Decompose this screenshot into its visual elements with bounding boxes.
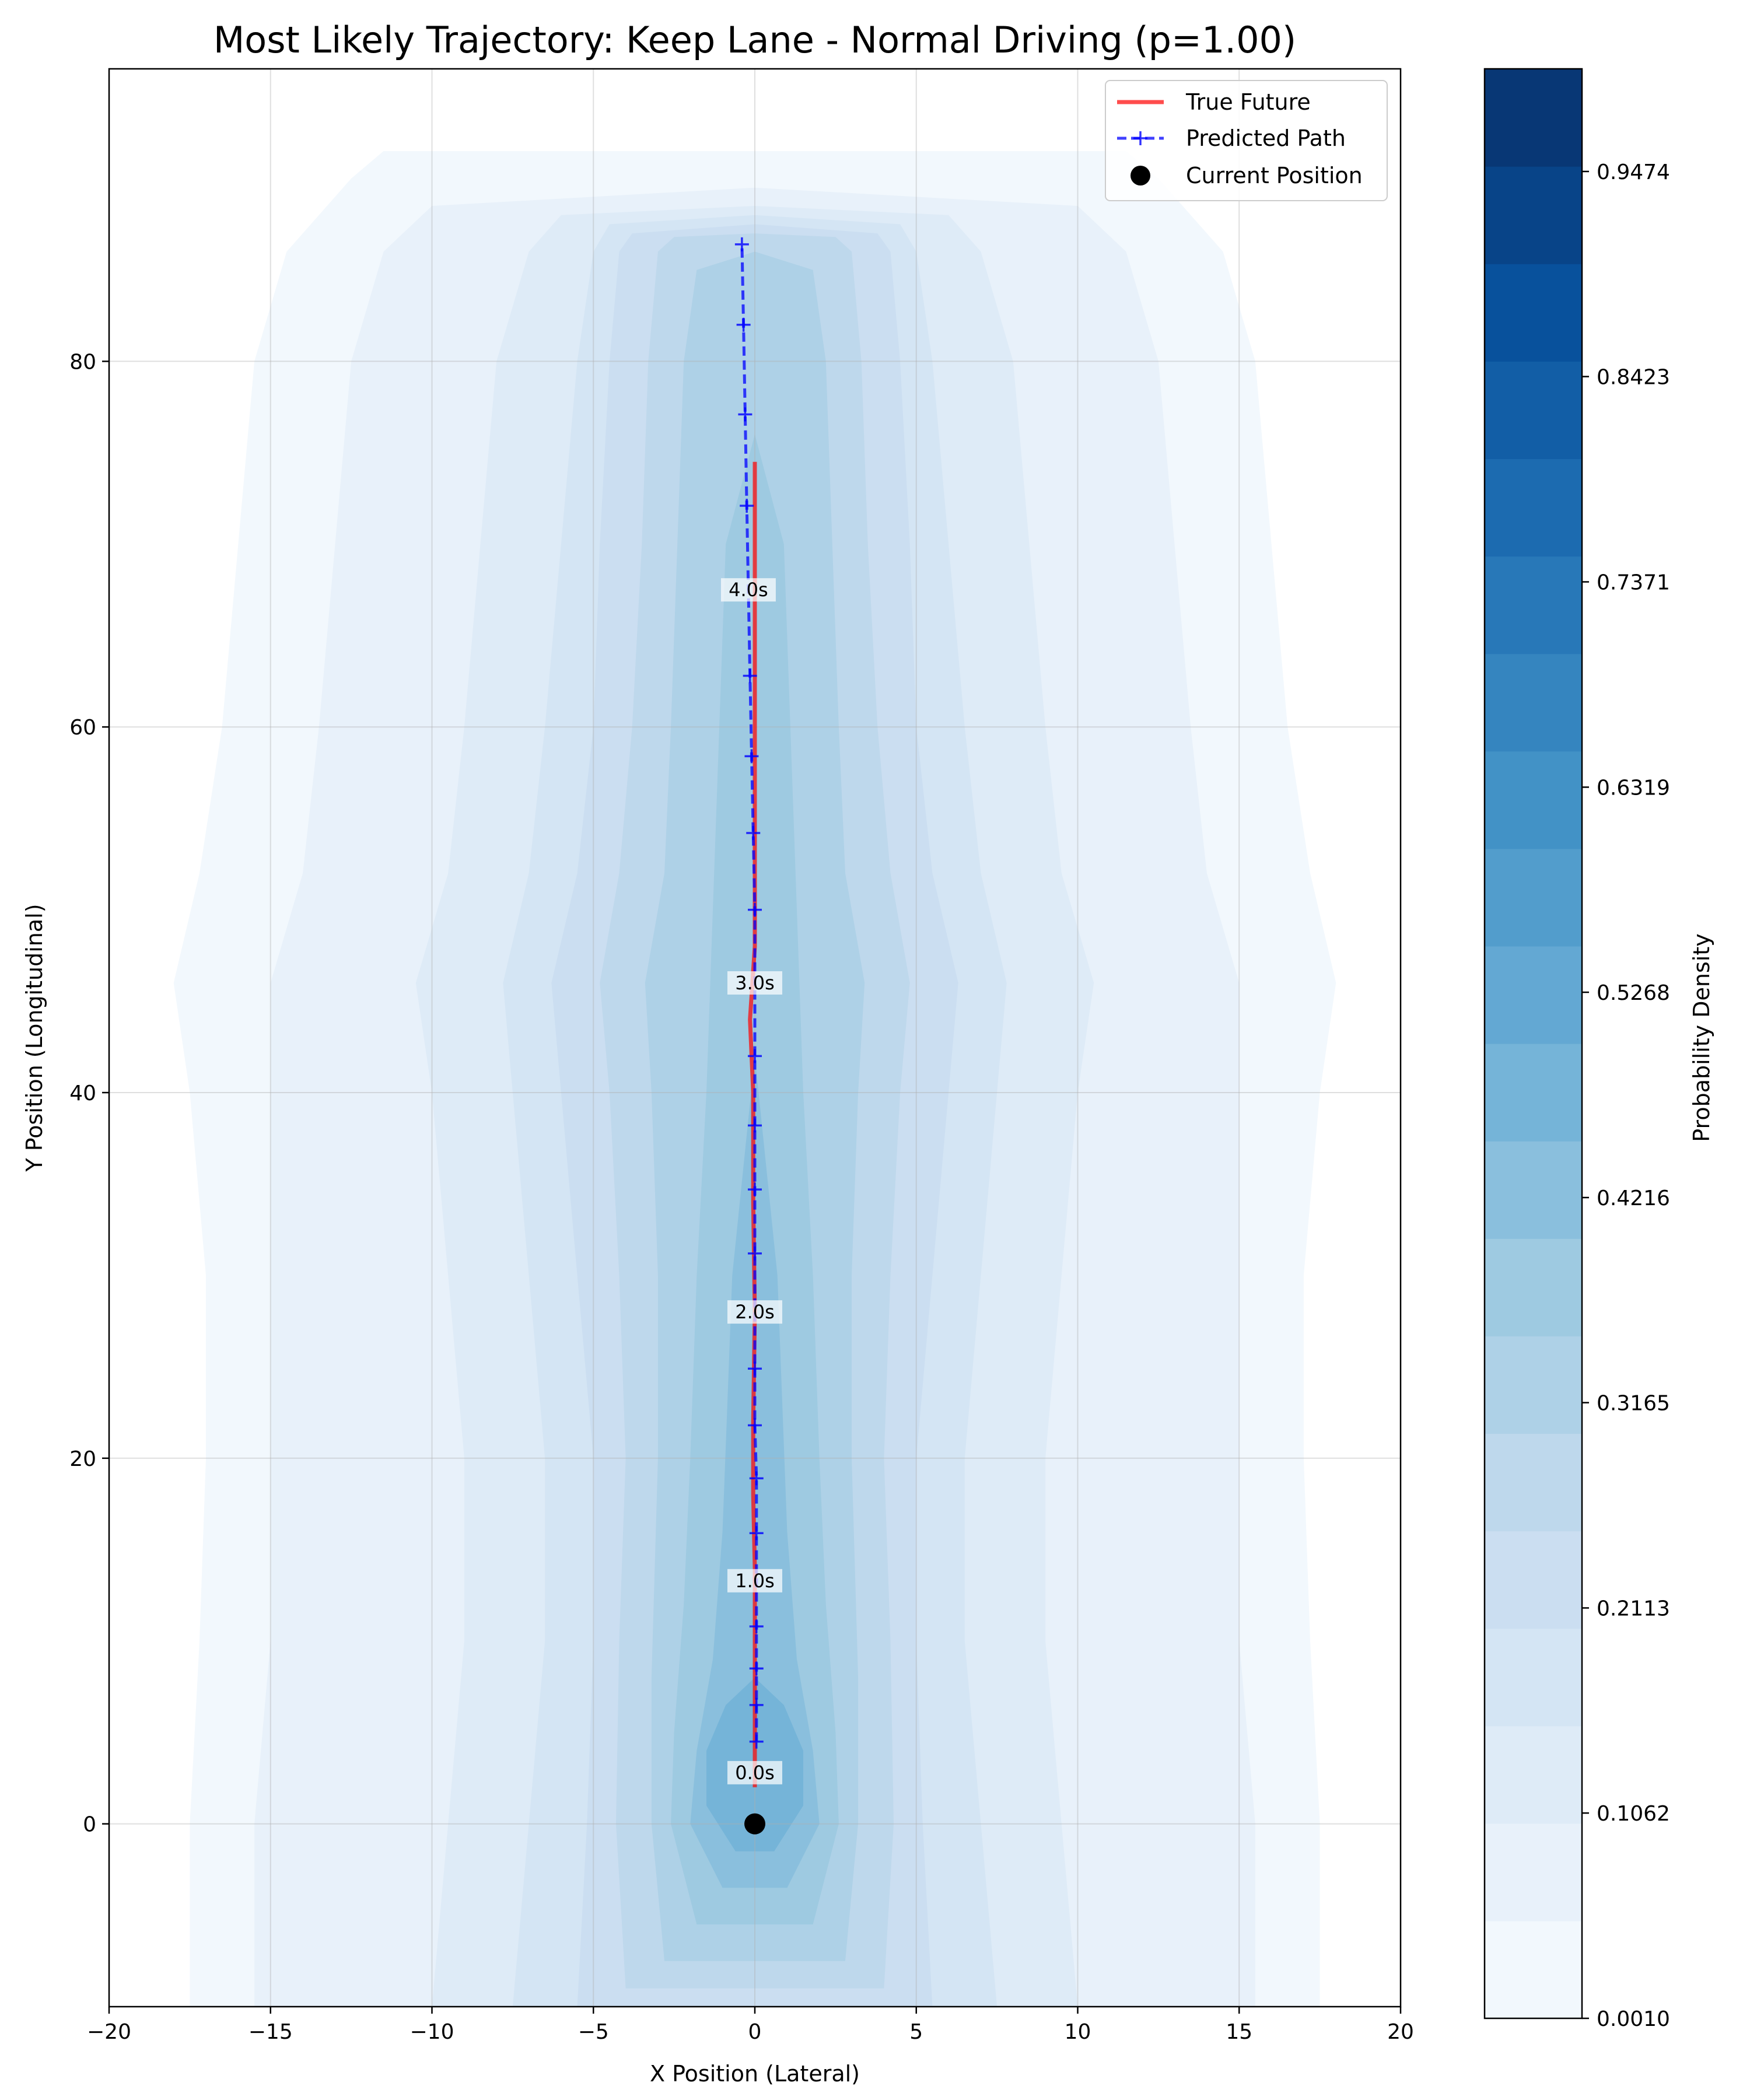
predicted-point-marker xyxy=(749,1698,764,1712)
colorbar-tick-label: 0.7371 xyxy=(1597,570,1670,594)
time-label-background xyxy=(720,578,776,602)
colorbar-label: Probability Density xyxy=(1689,933,1714,1142)
time-label: 0.0s xyxy=(735,1762,775,1784)
x-tick-label: −5 xyxy=(578,2020,609,2044)
colorbar-tick-label: 0.9474 xyxy=(1597,160,1670,184)
predicted-point-marker xyxy=(738,407,752,422)
legend-marker-current-position xyxy=(1130,166,1150,186)
colorbar-band xyxy=(1485,556,1582,654)
colorbar-band xyxy=(1485,1920,1582,2019)
current-position-marker xyxy=(744,1813,765,1835)
time-label-background xyxy=(727,1569,782,1592)
time-label: 3.0s xyxy=(735,972,775,994)
time-label: 1.0s xyxy=(735,1570,775,1592)
series-line-predicted-path xyxy=(740,244,758,1742)
x-tick-label: −10 xyxy=(410,2020,454,2044)
colorbar-band xyxy=(1485,361,1582,459)
predicted-point-marker xyxy=(749,1471,764,1486)
colorbar-band xyxy=(1485,459,1582,557)
time-label-background xyxy=(727,1300,782,1324)
x-tick-label: 10 xyxy=(1065,2020,1091,2044)
colorbar-frame xyxy=(1483,68,1583,2020)
colorbar-band xyxy=(1485,1336,1582,1434)
colorbar-band xyxy=(1485,1531,1582,1629)
predicted-point-marker xyxy=(748,902,762,917)
predicted-point-marker xyxy=(748,1362,762,1376)
predicted-point-marker xyxy=(748,1246,762,1261)
predicted-point-marker xyxy=(749,1619,764,1634)
colorbar-band xyxy=(1485,1823,1582,1922)
predicted-point-marker xyxy=(748,1118,762,1133)
colorbar-band xyxy=(1485,1433,1582,1532)
colorbar-band xyxy=(1485,1238,1582,1336)
predicted-point-marker xyxy=(746,826,761,840)
colorbar-tick-label: 0.1062 xyxy=(1597,1802,1670,1826)
legend-label-predicted-path: Predicted Path xyxy=(1186,125,1346,151)
x-axis-label: X Position (Lateral) xyxy=(650,2061,860,2087)
legend: True Future Predicted Path Current Posit… xyxy=(1105,80,1388,201)
colorbar-band xyxy=(1485,653,1582,752)
colorbar-band xyxy=(1485,1628,1582,1727)
colorbar-band xyxy=(1485,848,1582,947)
x-axis: −20 −15 −10 −5 0 5 10 15 20 xyxy=(87,2007,1414,2044)
colorbar-tick-label: 0.5268 xyxy=(1597,981,1670,1005)
colorbar-tick-label: 0.0010 xyxy=(1597,2007,1670,2031)
colorbar-band xyxy=(1485,946,1582,1044)
x-tick-label: 5 xyxy=(909,2020,923,2044)
time-label-background xyxy=(727,1760,782,1784)
x-tick-label: −15 xyxy=(249,2020,293,2044)
chart-title: Most Likely Trajectory: Keep Lane - Norm… xyxy=(214,19,1296,61)
time-annotations: 0.0s 1.0s 2.0s 3.0s 4.0s xyxy=(720,578,782,1784)
predicted-point-marker xyxy=(740,499,754,513)
colorbar-tick-label: 0.6319 xyxy=(1597,776,1670,800)
predicted-point-marker xyxy=(734,237,749,251)
x-tick-label: 15 xyxy=(1226,2020,1252,2044)
y-tick-label: 20 xyxy=(69,1447,96,1471)
colorbar-tick-label: 0.3165 xyxy=(1597,1392,1670,1416)
colorbar-band xyxy=(1485,1044,1582,1142)
x-tick-label: −20 xyxy=(87,2020,131,2044)
predicted-point-marker xyxy=(749,1526,764,1541)
colorbar-tick-label: 0.8423 xyxy=(1597,366,1670,390)
y-axis-label: Y Position (Longitudinal) xyxy=(22,904,47,1172)
time-label: 4.0s xyxy=(729,579,768,601)
predicted-point-marker xyxy=(749,1661,764,1676)
y-tick-label: 0 xyxy=(83,1813,96,1837)
x-tick-label: 0 xyxy=(748,2020,762,2044)
legend-box xyxy=(1105,80,1388,201)
x-tick-label: 20 xyxy=(1387,2020,1414,2044)
colorbar-band xyxy=(1485,69,1582,167)
predicted-point-marker xyxy=(743,668,757,683)
series-layer xyxy=(734,237,765,1835)
colorbar-band xyxy=(1485,751,1582,849)
legend-label-current-position: Current Position xyxy=(1186,163,1363,188)
y-tick-label: 80 xyxy=(69,350,96,374)
colorbar-band xyxy=(1485,1726,1582,1824)
predicted-point-marker xyxy=(748,1182,762,1197)
predicted-point-marker xyxy=(748,1049,762,1063)
colorbar-band xyxy=(1485,1141,1582,1239)
y-tick-label: 40 xyxy=(69,1082,96,1105)
predicted-point-marker xyxy=(748,1418,762,1433)
colorbar-band xyxy=(1485,166,1582,264)
colorbar: 0.0010 0.1062 0.2113 0.3165 0.4216 0.5268 0.63… xyxy=(1483,68,1670,2031)
colorbar-tick-label: 0.4216 xyxy=(1597,1186,1670,1210)
legend-marker-predicted-path xyxy=(1133,131,1147,145)
series-line-true-future xyxy=(748,461,757,1787)
time-label: 2.0s xyxy=(735,1301,775,1323)
y-tick-label: 60 xyxy=(69,716,96,740)
predicted-point-marker xyxy=(744,749,759,764)
time-label-background xyxy=(727,971,782,995)
colorbar-band xyxy=(1485,264,1582,362)
y-axis: 0 20 40 60 80 xyxy=(69,350,109,1837)
legend-label-true-future: True Future xyxy=(1185,89,1311,115)
predicted-point-marker xyxy=(749,1734,764,1749)
predicted-point-marker xyxy=(736,317,751,332)
colorbar-tick-label: 0.2113 xyxy=(1597,1597,1670,1620)
